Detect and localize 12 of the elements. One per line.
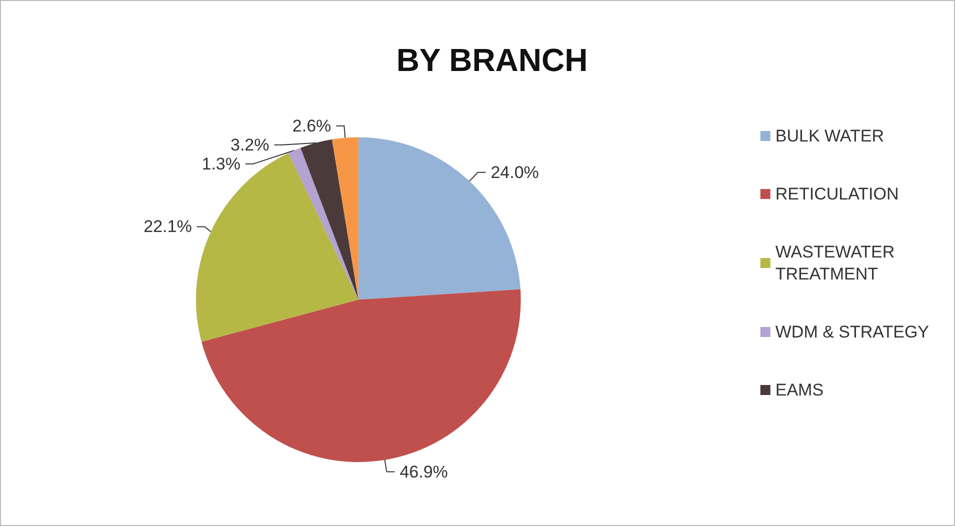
- data-label: 3.2%: [230, 135, 270, 154]
- legend-label: WASTEWATER TREATMENT: [775, 242, 895, 284]
- legend-label: EAMS: [775, 380, 824, 400]
- chart-title: BY BRANCH: [396, 42, 588, 78]
- legend-label: BULK WATER: [775, 126, 884, 146]
- data-label: 2.6%: [292, 116, 332, 136]
- data-label: 46.9%: [400, 462, 448, 482]
- data-label: 22.1%: [144, 217, 192, 236]
- legend-label: RETICULATION: [775, 184, 899, 204]
- legend-label: WDM & STRATEGY: [775, 322, 930, 342]
- data-label: 1.3%: [202, 154, 240, 174]
- data-label: 24.0%: [490, 162, 539, 182]
